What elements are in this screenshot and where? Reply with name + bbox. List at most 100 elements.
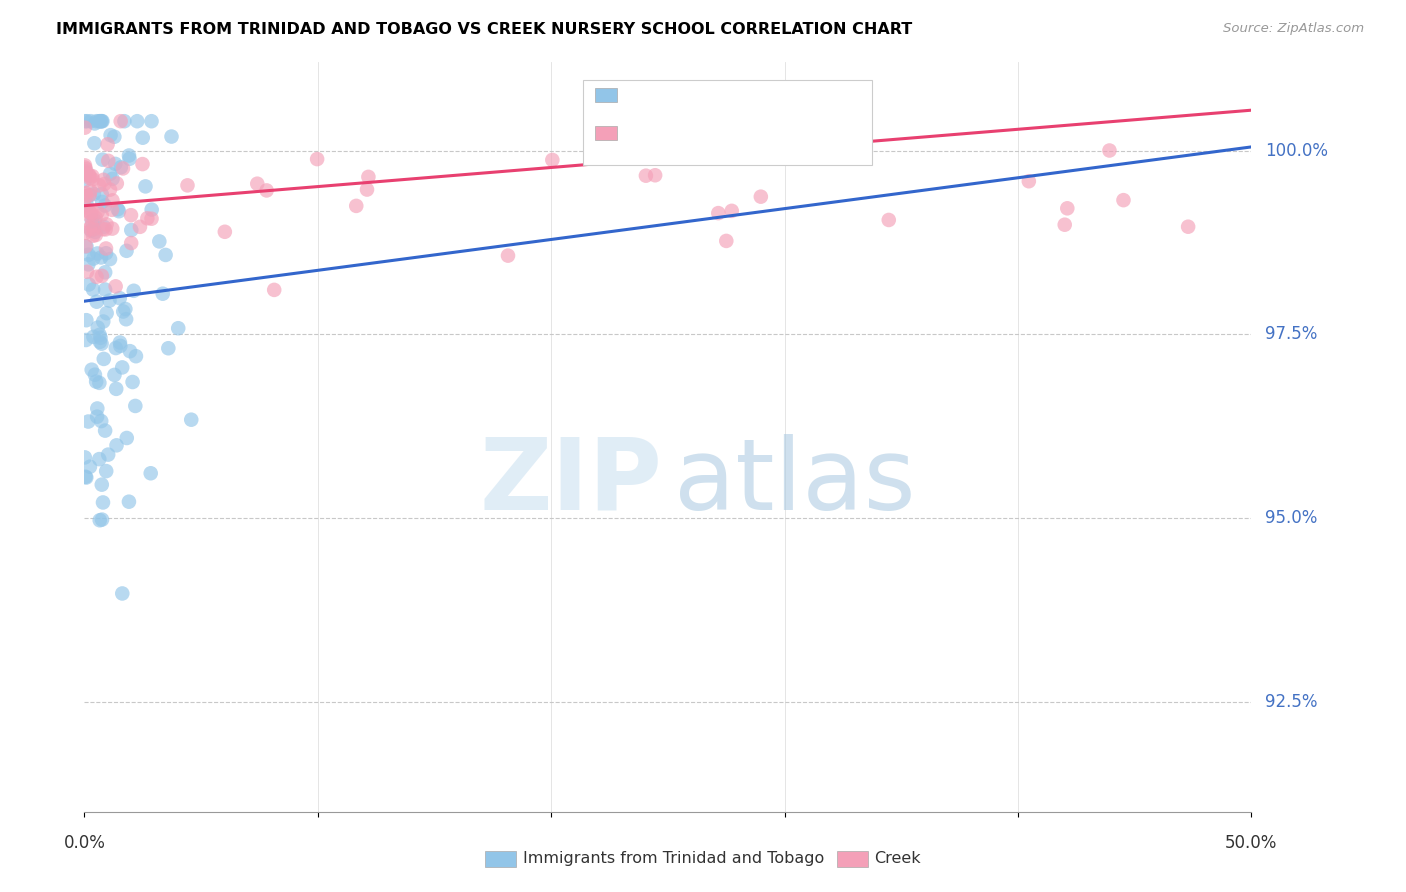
Point	[90, 187, 112, 202]
Point	[105, 438, 128, 452]
Point	[86, 246, 108, 260]
Point	[77, 415, 100, 429]
Point	[644, 168, 666, 182]
Point	[93, 173, 115, 187]
Point	[82, 228, 104, 243]
Point	[89, 114, 111, 128]
Point	[105, 177, 128, 191]
Point	[114, 301, 136, 316]
Point	[75, 239, 97, 253]
Point	[120, 236, 142, 251]
Point	[75, 239, 97, 253]
Point	[98, 252, 121, 266]
Point	[79, 169, 101, 183]
Point	[103, 368, 125, 382]
Point	[89, 114, 111, 128]
Point	[94, 242, 117, 256]
Point	[75, 469, 97, 483]
Point	[79, 221, 101, 235]
Point	[80, 114, 103, 128]
Point	[111, 586, 134, 600]
Point	[108, 291, 131, 305]
Point	[73, 174, 96, 188]
Point	[110, 339, 132, 353]
Point	[101, 194, 124, 208]
Point	[90, 336, 112, 351]
Point	[91, 495, 114, 509]
Point	[77, 257, 100, 271]
Point	[75, 162, 97, 177]
Point	[82, 283, 104, 297]
Point	[122, 284, 145, 298]
Point	[79, 171, 101, 186]
Point	[77, 248, 100, 262]
Point	[80, 224, 103, 238]
Point	[214, 225, 236, 239]
Point	[87, 320, 110, 334]
Point	[86, 205, 108, 219]
Point	[91, 114, 114, 128]
Text: atlas: atlas	[673, 434, 915, 531]
Point	[79, 205, 101, 219]
Point	[97, 137, 120, 152]
Point	[80, 214, 103, 228]
Point	[180, 413, 202, 427]
Text: 92.5%: 92.5%	[1265, 692, 1317, 711]
Point	[79, 184, 101, 198]
Point	[76, 114, 98, 128]
Point	[93, 177, 115, 191]
Point	[80, 362, 103, 376]
Point	[263, 283, 285, 297]
Point	[94, 265, 117, 279]
Point	[120, 223, 142, 237]
Point	[118, 494, 141, 508]
Point	[96, 306, 118, 320]
Point	[89, 331, 111, 345]
Point	[120, 208, 142, 222]
Point	[101, 202, 124, 217]
Point	[89, 513, 111, 527]
Point	[94, 283, 117, 297]
Point	[110, 161, 132, 175]
Point	[112, 114, 135, 128]
Point	[75, 470, 97, 484]
Point	[176, 178, 198, 193]
Point	[79, 459, 101, 474]
Point	[77, 277, 100, 292]
Point	[541, 153, 564, 167]
Point	[115, 244, 138, 258]
Point	[86, 269, 108, 284]
Point	[157, 341, 180, 355]
Point	[90, 114, 112, 128]
Text: Source: ZipAtlas.com: Source: ZipAtlas.com	[1223, 22, 1364, 36]
Point	[131, 157, 153, 171]
Point	[148, 235, 170, 249]
Point	[93, 351, 115, 366]
Point	[82, 169, 104, 183]
Point	[76, 197, 98, 211]
Text: IMMIGRANTS FROM TRINIDAD AND TOBAGO VS CREEK NURSERY SCHOOL CORRELATION CHART: IMMIGRANTS FROM TRINIDAD AND TOBAGO VS C…	[56, 22, 912, 37]
Point	[115, 431, 138, 445]
Point	[1112, 193, 1135, 207]
Point	[141, 202, 163, 217]
Point	[91, 513, 114, 527]
Point	[79, 209, 101, 223]
Point	[79, 188, 101, 202]
Point	[91, 314, 114, 328]
Point	[877, 213, 900, 227]
Point	[73, 161, 96, 175]
Text: Immigrants from Trinidad and Tobago: Immigrants from Trinidad and Tobago	[523, 851, 824, 865]
Point	[111, 360, 134, 375]
Point	[73, 226, 96, 240]
Point	[121, 375, 143, 389]
Point	[89, 334, 111, 349]
Point	[84, 227, 107, 242]
Point	[83, 213, 105, 227]
Point	[90, 114, 112, 128]
Point	[90, 208, 112, 222]
Point	[93, 219, 115, 234]
Text: 0.0%: 0.0%	[63, 834, 105, 852]
Point	[141, 211, 163, 226]
Text: 50.0%: 50.0%	[1225, 834, 1278, 852]
Point	[307, 152, 329, 166]
